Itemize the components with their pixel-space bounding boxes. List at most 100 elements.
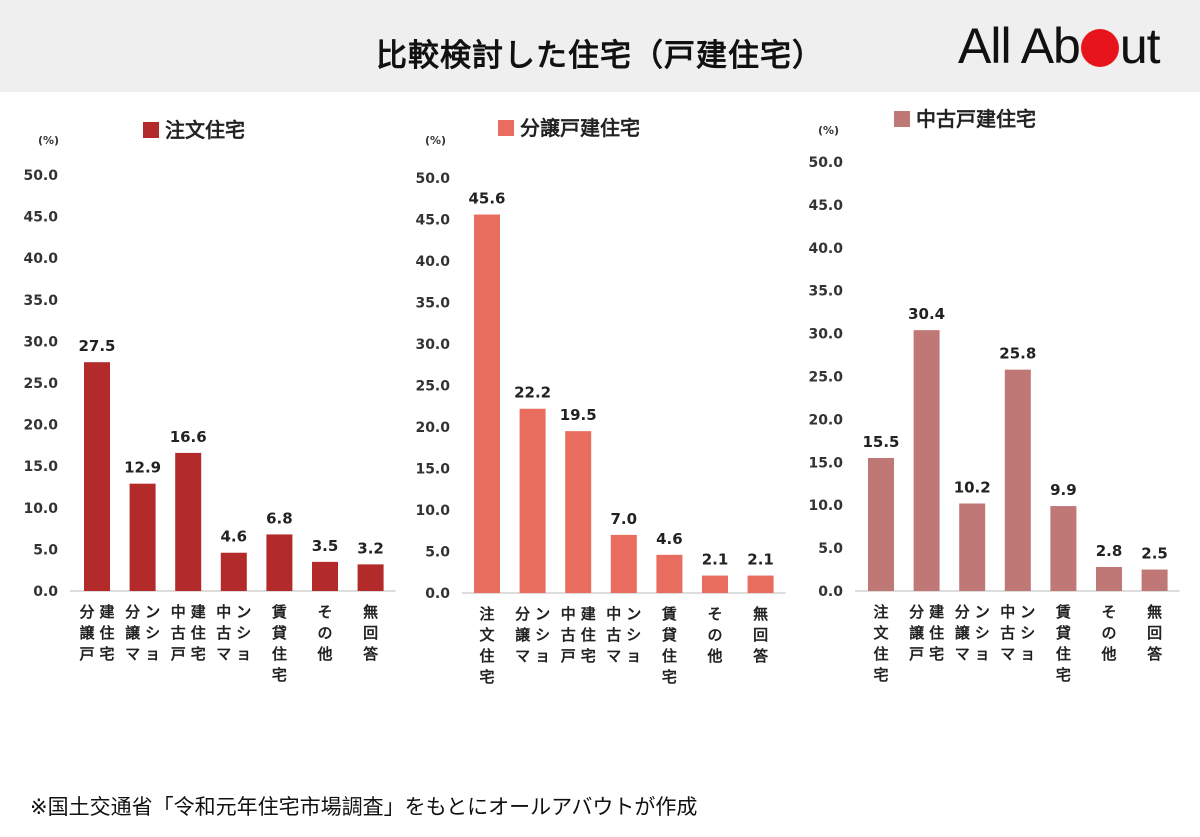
- category-char: 譲: [955, 624, 971, 642]
- y-tick-label: 50.0: [808, 155, 843, 171]
- category-char: マ: [606, 647, 621, 665]
- source-footnote: ※国土交通省「令和元年住宅市場調査」をもとにオールアバウトが作成: [30, 795, 698, 819]
- category-char: シ: [975, 624, 990, 642]
- category-label: 無回答: [1147, 603, 1163, 663]
- logo-dot-icon: [1080, 29, 1119, 67]
- category-char: 古: [171, 624, 186, 642]
- bar-value-label: 2.1: [747, 551, 774, 569]
- category-char: ョ: [975, 645, 990, 663]
- category-char: 建: [99, 603, 115, 621]
- page-title: 比較検討した住宅（戸建住宅）: [376, 38, 824, 74]
- unit-label: (%): [38, 134, 59, 147]
- category-char: 他: [706, 647, 722, 665]
- bar: [312, 561, 338, 591]
- y-tick-label: 5.0: [425, 545, 450, 561]
- y-tick-label: 35.0: [415, 296, 450, 312]
- bar-value-label: 9.9: [1050, 481, 1077, 499]
- category-char: 無: [363, 603, 378, 621]
- bar: [1050, 506, 1077, 591]
- bar: [1141, 569, 1168, 591]
- y-tick-label: 40.0: [23, 251, 58, 267]
- category-char: 古: [561, 626, 576, 644]
- category-char: 回: [363, 624, 378, 642]
- category-char: 回: [1147, 624, 1162, 642]
- category-char: マ: [955, 645, 970, 663]
- category-char: ョ: [236, 645, 251, 663]
- logo-text-after: ut: [1119, 18, 1161, 74]
- category-char: 建: [581, 605, 597, 623]
- bar-value-label: 19.5: [560, 406, 597, 424]
- category-char: 文: [479, 626, 495, 644]
- category-char: 住: [272, 645, 287, 663]
- category-label: 無回答: [363, 603, 379, 663]
- category-char: 建: [191, 603, 207, 621]
- category-char: ン: [626, 605, 641, 623]
- bar-value-label: 4.6: [221, 528, 248, 546]
- category-char: 答: [753, 647, 769, 665]
- category-char: 宅: [873, 666, 888, 684]
- bar-value-label: 22.2: [514, 384, 551, 402]
- category-char: 賃: [661, 605, 677, 623]
- category-label: 無回答: [753, 605, 769, 665]
- y-tick-label: 50.0: [415, 171, 450, 187]
- category-char: 住: [662, 647, 677, 665]
- category-char: 貸: [1056, 624, 1071, 642]
- category-char: 宅: [662, 668, 677, 686]
- category-char: ン: [535, 605, 550, 623]
- category-char: 古: [216, 624, 231, 642]
- y-tick-label: 50.0: [23, 168, 58, 184]
- category-char: 注: [479, 605, 494, 623]
- category-char: ン: [145, 603, 160, 621]
- y-tick-label: 20.0: [23, 418, 58, 434]
- category-char: 古: [1000, 624, 1015, 642]
- y-tick-label: 20.0: [415, 420, 450, 436]
- y-tick-label: 35.0: [23, 293, 58, 309]
- category-char: 答: [363, 645, 379, 663]
- bar: [84, 362, 110, 591]
- category-char: 無: [753, 605, 768, 623]
- category-char: ン: [975, 603, 990, 621]
- bar: [656, 554, 683, 593]
- bar-value-label: 10.2: [954, 478, 991, 496]
- bar-value-label: 3.2: [357, 539, 384, 557]
- category-char: 賃: [1055, 603, 1071, 621]
- category-char: シ: [236, 624, 251, 642]
- y-tick-label: 45.0: [808, 198, 843, 214]
- category-char: シ: [626, 626, 641, 644]
- category-char: マ: [216, 645, 231, 663]
- unit-label: (%): [425, 134, 446, 147]
- chart-title: 分譲戸建住宅: [520, 116, 640, 140]
- bar-value-label: 30.4: [908, 305, 945, 323]
- y-tick-label: 15.0: [808, 455, 843, 471]
- category-label: 中古戸 建住宅: [561, 605, 597, 665]
- category-char: 貸: [662, 626, 677, 644]
- chart-title: 中古戸建住宅: [916, 107, 1036, 131]
- legend-swatch: [894, 111, 910, 127]
- category-char: 建: [929, 603, 945, 621]
- y-tick-label: 25.0: [808, 370, 843, 386]
- bar: [357, 564, 384, 591]
- chart-panel-2: 分譲戸建住宅(%)0.05.010.015.020.025.030.035.04…: [415, 116, 786, 686]
- category-char: 中: [606, 605, 621, 623]
- bar-value-label: 6.8: [266, 509, 293, 527]
- unit-label: (%): [818, 124, 839, 137]
- y-tick-label: 0.0: [425, 586, 450, 602]
- chart-panel-3: 中古戸建住宅(%)0.05.010.015.020.025.030.035.04…: [808, 107, 1180, 684]
- category-char: ン: [535, 605, 550, 623]
- category-char: 譲: [909, 624, 925, 642]
- category-char: 回: [753, 626, 768, 644]
- y-tick-label: 5.0: [33, 542, 58, 558]
- category-char: ン: [626, 605, 641, 623]
- category-char: 住: [929, 624, 944, 642]
- category-char: 宅: [929, 645, 944, 663]
- bar-value-label: 45.6: [468, 190, 505, 208]
- category-char: 宅: [191, 645, 206, 663]
- category-char: の: [317, 624, 332, 642]
- category-char: ン: [236, 603, 251, 621]
- bar-value-label: 25.8: [999, 345, 1036, 363]
- category-label: その他: [1100, 603, 1116, 663]
